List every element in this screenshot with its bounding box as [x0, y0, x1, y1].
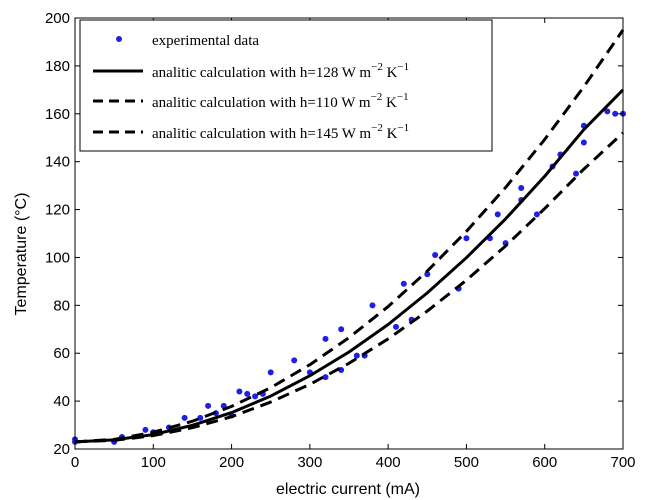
data-point — [353, 352, 360, 359]
y-tick-label: 20 — [53, 441, 70, 458]
data-point — [236, 388, 243, 395]
data-point — [580, 139, 587, 146]
series-line-1 — [74, 88, 625, 444]
x-tick-label: 100 — [141, 454, 166, 471]
y-tick-label: 60 — [53, 345, 70, 362]
axes-box — [74, 17, 624, 450]
data-point — [197, 414, 204, 421]
data-point — [463, 235, 470, 242]
y-tick-label: 200 — [45, 10, 70, 27]
legend-marker-experimental — [116, 36, 122, 42]
data-point — [291, 357, 298, 364]
data-point — [612, 110, 619, 117]
x-tick-label: 200 — [219, 454, 244, 471]
x-tick-label: 500 — [454, 454, 479, 471]
data-point — [604, 108, 611, 115]
legend-label-h110: analitic calculation with h=110 W m−2 K−… — [152, 91, 409, 111]
data-point — [400, 280, 407, 287]
data-point — [432, 252, 439, 259]
legend-label-h128: analitic calculation with h=128 W m−2 K−… — [152, 61, 409, 81]
y-tick-label: 160 — [45, 106, 70, 123]
data-point — [338, 326, 345, 333]
x-tick-label: 700 — [610, 454, 635, 471]
y-tick-label: 40 — [53, 393, 70, 410]
data-point — [533, 211, 540, 218]
data-point — [181, 414, 188, 421]
data-point — [322, 374, 329, 381]
x-tick-label: 300 — [297, 454, 322, 471]
x-tick-label: 600 — [532, 454, 557, 471]
x-tick-label: 400 — [376, 454, 401, 471]
legend: experimental data analitic calculation w… — [79, 19, 493, 152]
axes: 0 100 200 300 400 500 600 700 20 40 60 80 100 120 140 1… — [45, 10, 636, 471]
y-tick-label: 80 — [53, 297, 70, 314]
x-tick-label: 0 — [71, 454, 79, 471]
y-axis-label: Temperature (°C) — [13, 193, 30, 316]
plot-area — [72, 29, 626, 445]
legend-label-h145: analitic calculation with h=145 W m−2 K−… — [152, 122, 409, 142]
y-tick-label: 140 — [45, 154, 70, 171]
series-line-2 — [74, 29, 625, 444]
data-point — [494, 211, 501, 218]
legend-label-experimental: experimental data — [152, 33, 259, 49]
data-point — [267, 369, 274, 376]
data-point — [392, 323, 399, 330]
data-point — [142, 426, 149, 433]
legend-box — [79, 19, 493, 152]
data-point — [369, 302, 376, 309]
data-point — [573, 170, 580, 177]
y-tick-label: 180 — [45, 58, 70, 75]
series-line-3 — [74, 131, 625, 444]
data-point — [424, 271, 431, 278]
data-point — [205, 402, 212, 409]
data-point — [244, 390, 251, 397]
data-point — [518, 185, 525, 192]
x-axis-label: electric current (mA) — [276, 481, 420, 498]
data-point — [322, 335, 329, 342]
y-tick-label: 120 — [45, 202, 70, 219]
y-tick-label: 100 — [45, 249, 70, 266]
data-point — [252, 393, 259, 400]
